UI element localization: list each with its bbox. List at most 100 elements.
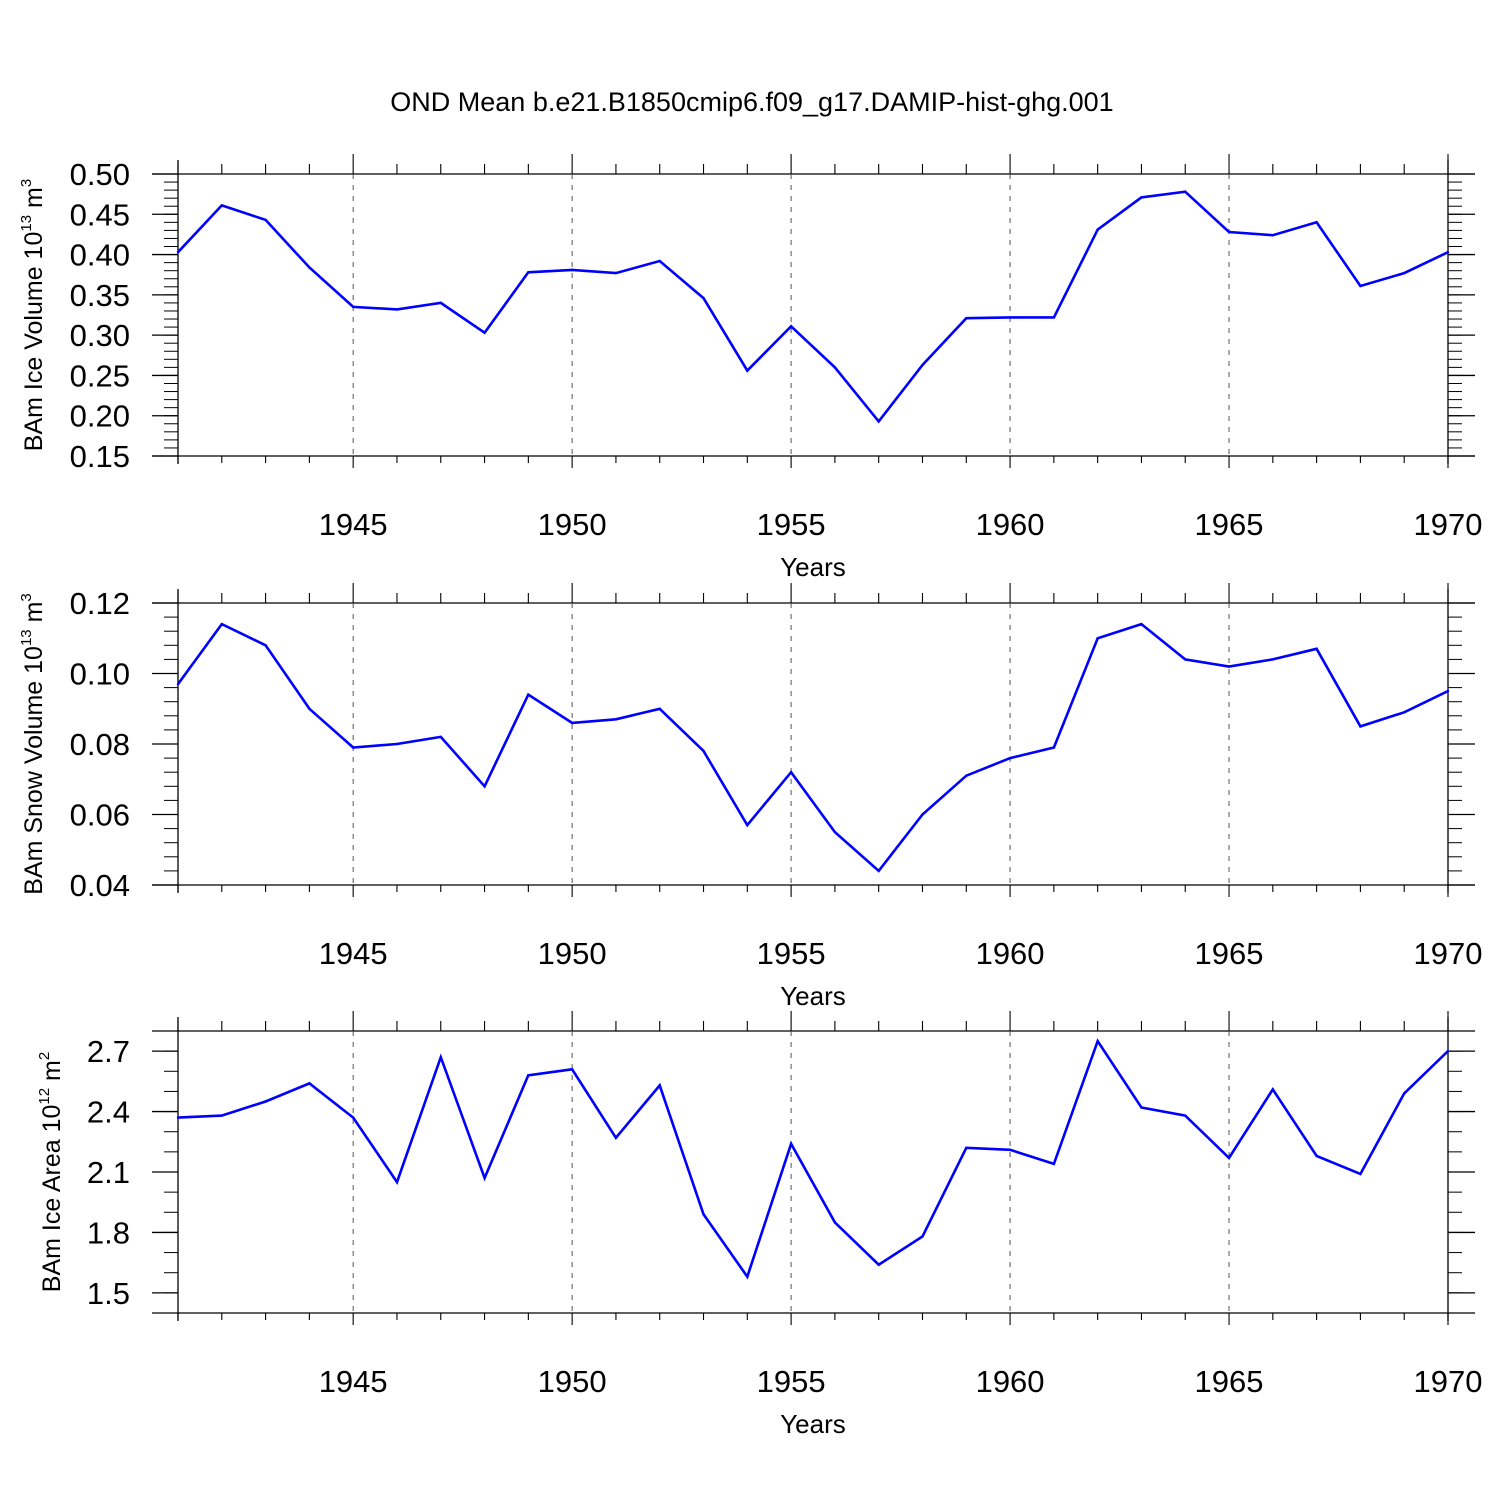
data-point: [570, 1068, 574, 1071]
data-point: [1315, 221, 1318, 224]
x-tick-label: 1970: [1414, 507, 1483, 542]
data-point: [439, 1055, 442, 1059]
data-point: [395, 742, 399, 746]
data-point: [527, 1074, 530, 1077]
data-point: [1052, 746, 1056, 749]
y-tick-label: 0.50: [70, 157, 130, 192]
data-point: [264, 1100, 267, 1103]
data-point: [308, 266, 311, 269]
data-point: [308, 1082, 311, 1085]
y-axis-label: BAm Ice Volume 1013 m3: [18, 179, 48, 451]
x-axis-label: Years: [780, 1409, 846, 1439]
y-axis-label: BAm Ice Area 1012 m2: [36, 1052, 66, 1292]
data-point: [746, 823, 749, 827]
data-point: [1359, 725, 1362, 728]
data-point: [439, 735, 442, 739]
data-point: [351, 746, 355, 749]
data-point: [351, 305, 355, 309]
x-tick-label: 1965: [1195, 936, 1264, 971]
data-point: [264, 218, 267, 222]
data-point: [176, 682, 180, 686]
data-point: [658, 707, 661, 710]
data-point: [1227, 665, 1231, 668]
x-tick-label: 1950: [538, 1364, 607, 1399]
data-point: [395, 1180, 399, 1184]
y-tick-label: 1.8: [87, 1215, 130, 1250]
data-point: [1184, 658, 1187, 661]
data-point: [746, 369, 749, 372]
x-axis-label: Years: [780, 552, 846, 582]
data-point: [614, 271, 618, 275]
x-tick-label: 1955: [757, 1364, 826, 1399]
data-point: [483, 1176, 486, 1180]
x-tick-label: 1965: [1195, 507, 1264, 542]
panel-2: 0.04 0.06 0.08 0.10 0.12 1945 1950 1955 1960 1965…: [18, 583, 1482, 1011]
data-point: [570, 721, 574, 725]
data-point: [351, 1116, 355, 1119]
data-point: [1008, 756, 1012, 760]
data-point: [1359, 284, 1362, 288]
data-point: [702, 749, 705, 753]
x-axis-label: Years: [780, 981, 846, 1011]
data-point: [1008, 1148, 1012, 1152]
data-point: [1403, 1092, 1406, 1095]
data-point: [1446, 689, 1450, 693]
y-axis-label: BAm Snow Volume 1013 m3: [18, 593, 48, 895]
series-line-3: [177, 1038, 1449, 1280]
y-tick-label: 0.30: [70, 318, 130, 353]
data-point: [439, 301, 442, 305]
y-tick-label: 0.40: [70, 238, 130, 273]
data-point: [1359, 1172, 1362, 1176]
y-tick-label: 2.1: [87, 1155, 130, 1190]
y-tick-label: 0.08: [70, 727, 130, 762]
data-point: [1096, 1039, 1099, 1043]
data-point: [1008, 316, 1012, 319]
data-point: [833, 366, 837, 369]
x-tick-label: 1970: [1414, 1364, 1483, 1399]
data-point: [527, 693, 530, 696]
data-point: [1052, 1162, 1056, 1166]
data-point: [1096, 228, 1099, 231]
y-tick-label: 0.20: [70, 399, 130, 434]
panel-3: 1.5 1.8 2.1 2.4 2.7 1945 1950 1955 1960 1965 1970 Y…: [36, 1011, 1482, 1439]
data-point: [789, 771, 793, 774]
y-tick-label: 0.10: [70, 657, 130, 692]
data-point: [614, 718, 618, 721]
x-tick-label: 1945: [319, 1364, 388, 1399]
data-point: [921, 363, 924, 367]
data-point: [877, 420, 880, 423]
x-tick-label: 1965: [1195, 1364, 1264, 1399]
panel-1: 0.15 0.20 0.25 0.30 0.35 0.40 0.45 0.50 1945 1950…: [18, 154, 1482, 582]
y-tick-label: 0.12: [70, 586, 130, 621]
data-point: [1140, 196, 1143, 199]
x-tick-label: 1950: [538, 936, 607, 971]
data-point: [921, 1235, 924, 1238]
data-point: [746, 1275, 749, 1278]
data-point: [176, 1116, 180, 1119]
data-point: [1184, 1114, 1187, 1117]
data-point: [789, 1142, 793, 1146]
data-point: [395, 308, 399, 311]
data-point: [965, 1146, 968, 1150]
y-tick-label: 2.4: [87, 1095, 130, 1130]
y-tick-label: 0.06: [70, 798, 130, 833]
x-tick-label: 1950: [538, 507, 607, 542]
data-point: [308, 707, 311, 710]
data-point: [220, 1114, 223, 1117]
data-point: [1271, 658, 1275, 661]
data-point: [921, 813, 924, 816]
series-line-1: [177, 190, 1449, 424]
x-tick-label: 1960: [976, 1364, 1045, 1399]
data-point: [658, 1084, 661, 1087]
y-tick-label: 2.7: [87, 1034, 130, 1069]
data-point: [789, 325, 793, 328]
data-point: [1315, 1154, 1318, 1158]
data-point: [877, 869, 880, 873]
data-point: [877, 1263, 880, 1266]
x-tick-label: 1960: [976, 507, 1045, 542]
data-point: [264, 644, 267, 647]
y-tick-label: 1.5: [87, 1276, 130, 1311]
y-tick-label: 0.04: [70, 868, 130, 903]
data-point: [1446, 250, 1450, 254]
data-point: [527, 271, 530, 274]
